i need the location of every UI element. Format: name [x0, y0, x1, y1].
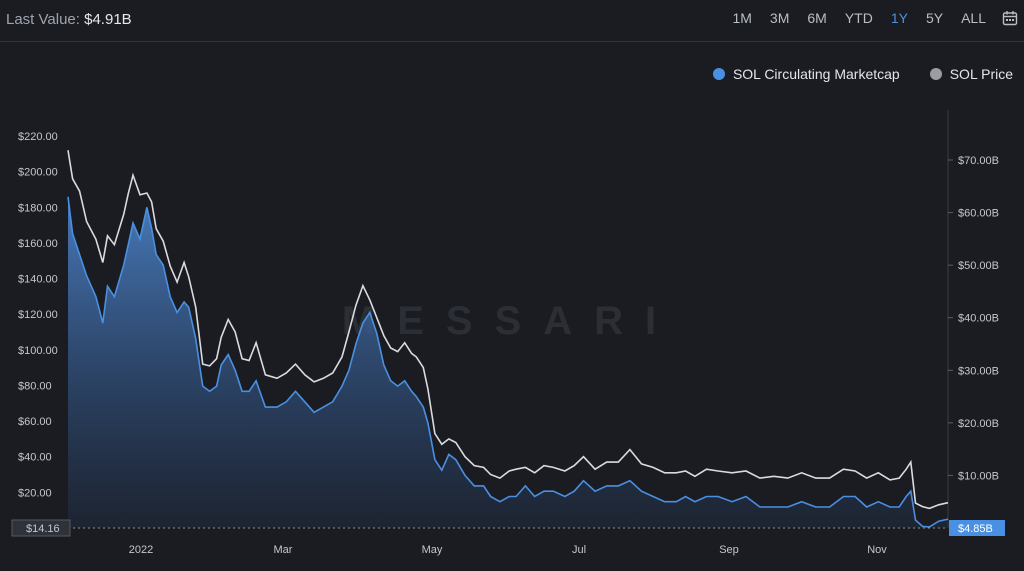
left-last-label-box — [11, 519, 71, 537]
chart-legend: SOL Circulating Marketcap SOL Price — [683, 66, 1013, 82]
left-axis-tick: $20.00 — [18, 487, 52, 499]
x-axis-label: Sep — [719, 544, 739, 556]
marketcap-area — [68, 196, 948, 529]
left-axis-tick: $80.00 — [18, 380, 52, 392]
left-axis-tick: $200.00 — [18, 167, 58, 179]
right-axis-tick: $10.00B — [958, 470, 999, 482]
chart-toolbar: Last Value: $4.91B 1M 3M 6M YTD 1Y 5Y AL… — [0, 0, 1024, 42]
legend-label-marketcap: SOL Circulating Marketcap — [732, 66, 900, 82]
last-value-label: Last Value: — [6, 11, 80, 28]
right-axis-tick: $60.00B — [958, 208, 999, 220]
right-last-label-box — [949, 520, 1005, 536]
right-axis-tick: $70.00B — [958, 155, 999, 167]
x-axis-label: 2022 — [129, 544, 153, 556]
left-axis-tick: $120.00 — [18, 309, 58, 321]
x-axis-label: Mar — [274, 544, 293, 556]
right-axis-tick: $20.00B — [958, 418, 999, 430]
x-axis-label: Nov — [867, 544, 887, 556]
last-value-amount: $4.91B — [84, 11, 132, 28]
sol-price-line — [67, 150, 949, 510]
range-1m[interactable]: 1M — [732, 10, 752, 26]
legend-label-price: SOL Price — [949, 66, 1013, 82]
legend-dot-price — [929, 68, 942, 80]
left-axis-tick: $100.00 — [18, 345, 58, 357]
range-6m[interactable]: 6M — [807, 10, 827, 26]
left-last-label: $14.16 — [26, 523, 60, 535]
last-value: Last Value: $4.91B — [6, 11, 132, 28]
left-axis-tick: $60.00 — [18, 416, 52, 428]
messari-watermark: MESSARI — [342, 299, 678, 343]
left-axis-tick: $140.00 — [18, 274, 58, 286]
left-axis-tick: $40.00 — [18, 452, 52, 464]
right-axis-tick: $50.00B — [958, 260, 999, 272]
range-selector: 1M 3M 6M YTD 1Y 5Y ALL — [714, 10, 1018, 26]
calendar-icon[interactable] — [1002, 10, 1018, 26]
range-5y[interactable]: 5Y — [925, 10, 944, 26]
legend-item-marketcap[interactable]: SOL Circulating Marketcap — [712, 66, 900, 82]
x-axis-label: May — [422, 544, 443, 556]
marketcap-line — [67, 196, 949, 528]
range-3m[interactable]: 3M — [769, 10, 790, 26]
right-axis-tick: $40.00B — [958, 313, 999, 325]
range-ytd[interactable]: YTD — [844, 10, 873, 26]
right-last-label: $4.85B — [958, 523, 993, 535]
left-axis-tick: $220.00 — [18, 131, 58, 143]
right-axis-tick: $30.00B — [958, 365, 999, 377]
legend-item-price[interactable]: SOL Price — [929, 66, 1013, 82]
legend-dot-marketcap — [712, 68, 725, 80]
range-1y[interactable]: 1Y — [890, 10, 908, 26]
range-all[interactable]: ALL — [961, 10, 986, 26]
x-axis-label: Jul — [572, 544, 586, 556]
left-axis-tick: $180.00 — [18, 202, 58, 214]
left-axis-tick: $160.00 — [18, 238, 58, 250]
